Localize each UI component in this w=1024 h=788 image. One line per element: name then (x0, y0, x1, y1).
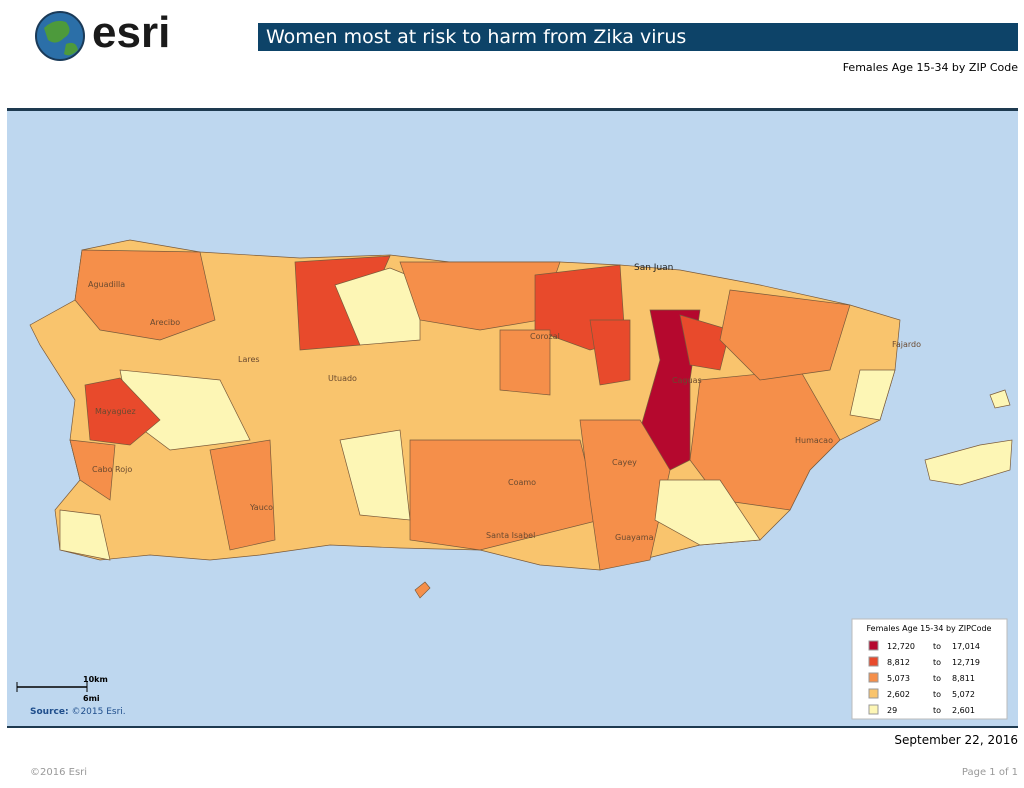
map-label: Arecibo (150, 318, 180, 327)
map-label: Mayagüez (95, 407, 136, 416)
region (719, 289, 851, 381)
logo-globe (35, 11, 85, 61)
region (399, 261, 561, 331)
map-label: San Juan (634, 263, 673, 273)
legend-to-word: to (933, 706, 941, 715)
region (69, 439, 116, 501)
culebra (989, 389, 1011, 409)
map-label: Aguadilla (88, 280, 125, 289)
isle (414, 581, 431, 599)
legend-from: 2,602 (887, 690, 910, 699)
map-label: Santa Isabel (486, 531, 535, 540)
legend-from: 29 (887, 706, 897, 715)
region (689, 369, 841, 511)
legend-swatch (868, 640, 879, 651)
footer-copyright: ©2016 Esri (30, 767, 88, 778)
region (679, 314, 731, 371)
region (409, 439, 601, 551)
source-text: ©2015 Esri. (71, 707, 125, 717)
footer-page: Page 1 of 1 (961, 767, 1018, 778)
region (84, 377, 161, 446)
legend: Females Age 15-34 by ZIPCode 12,720 to 17,… (851, 618, 1008, 720)
map-label: Corozal (530, 332, 560, 341)
legend-title: Females Age 15-34 by ZIPCode (867, 624, 992, 633)
legend-from: 12,720 (887, 642, 915, 651)
legend-to: 12,719 (952, 658, 980, 667)
legend-swatch (868, 688, 879, 699)
title: Women most at risk to harm from Zika vir… (258, 23, 1018, 51)
legend-from: 8,812 (887, 658, 910, 667)
legend-to-word: to (933, 658, 941, 667)
region (589, 319, 631, 386)
region (74, 249, 216, 341)
scale-km: 10km (83, 675, 108, 684)
vieques (924, 439, 1013, 486)
source: Source: ©2015 Esri. (30, 707, 126, 717)
legend-swatch (868, 672, 879, 683)
map-label: Guayama (615, 533, 654, 542)
legend-to: 5,072 (952, 690, 975, 699)
legend-to-word: to (933, 642, 941, 651)
map: San Juan Aguadilla Arecibo Mayagüez Cabo… (7, 108, 1018, 728)
date: September 22, 2016 (894, 733, 1018, 747)
region (654, 479, 761, 546)
region (339, 429, 411, 521)
map-canvas: San Juan Aguadilla Arecibo Mayagüez Cabo… (7, 111, 1018, 726)
map-label: Yauco (249, 503, 273, 512)
map-label: Fajardo (892, 340, 921, 349)
legend-to-word: to (933, 674, 941, 683)
map-label: Caguas (672, 376, 702, 385)
subtitle: Females Age 15-34 by ZIP Code (842, 61, 1018, 74)
region (209, 439, 276, 551)
region (59, 509, 111, 561)
legend-to: 2,601 (952, 706, 975, 715)
map-label: Cabo Rojo (92, 465, 132, 474)
map-label: Humacao (795, 436, 833, 445)
region (579, 419, 671, 571)
scale-mi: 6mi (83, 694, 100, 703)
source-label: Source: (30, 707, 69, 717)
region (499, 329, 551, 396)
region (849, 369, 896, 421)
map-label: Lares (238, 355, 260, 364)
legend-swatch (868, 704, 879, 715)
legend-swatch (868, 656, 879, 667)
map-label: Cayey (612, 458, 637, 467)
map-label: Utuado (328, 374, 357, 383)
map-label: Coamo (508, 478, 536, 487)
legend-to: 17,014 (952, 642, 980, 651)
scale-bar: 10km 6mi (16, 675, 108, 703)
logo-text: esri (92, 8, 171, 57)
legend-to: 8,811 (952, 674, 975, 683)
legend-from: 5,073 (887, 674, 910, 683)
legend-to-word: to (933, 690, 941, 699)
